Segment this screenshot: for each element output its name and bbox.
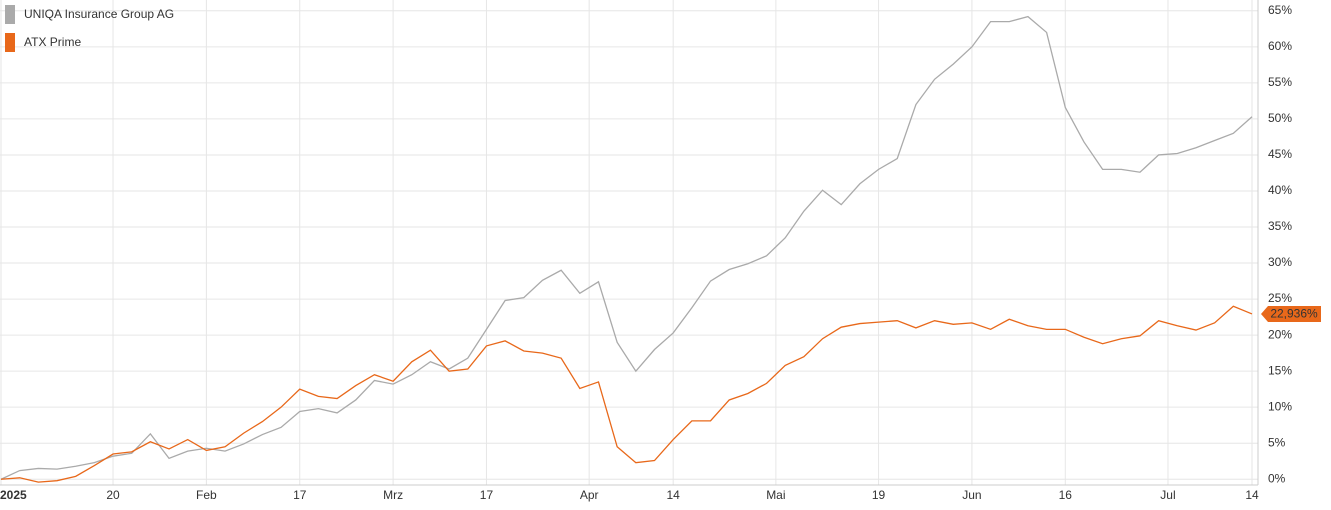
x-tick-label: 14	[666, 488, 680, 502]
y-tick-label: 15%	[1268, 363, 1292, 377]
y-tick-label: 10%	[1268, 399, 1292, 413]
legend-swatch	[5, 5, 15, 24]
y-tick-label: 25%	[1268, 291, 1292, 305]
x-tick-label: 17	[293, 488, 307, 502]
x-tick-label: Mai	[766, 488, 785, 502]
y-tick-label: 5%	[1268, 435, 1286, 449]
y-tick-label: 55%	[1268, 75, 1292, 89]
x-tick-label: Apr	[580, 488, 599, 502]
value-tag-label: 22,936%	[1270, 307, 1318, 321]
x-tick-label: Mrz	[383, 488, 403, 502]
y-tick-label: 20%	[1268, 327, 1292, 341]
x-tick-label: 14	[1245, 488, 1259, 502]
value-tag	[1261, 305, 1321, 322]
legend-swatch	[5, 33, 15, 52]
x-tick-label: 19	[872, 488, 886, 502]
x-tick-label: Jun	[962, 488, 981, 502]
x-tick-label: Jul	[1160, 488, 1175, 502]
y-tick-label: 35%	[1268, 219, 1292, 233]
legend-label: UNIQA Insurance Group AG	[24, 7, 174, 21]
y-tick-label: 60%	[1268, 39, 1292, 53]
line-series	[0, 305, 1253, 483]
y-tick-label: 0%	[1268, 471, 1286, 485]
x-tick-label: 16	[1059, 488, 1073, 502]
x-tick-label: 2025	[0, 488, 27, 502]
x-tick-label: Feb	[196, 488, 217, 502]
x-tick-label: 17	[480, 488, 494, 502]
y-tick-label: 40%	[1268, 183, 1292, 197]
legend-label: ATX Prime	[24, 35, 81, 49]
y-tick-label: 30%	[1268, 255, 1292, 269]
y-tick-label: 65%	[1268, 3, 1292, 17]
y-tick-label: 45%	[1268, 147, 1292, 161]
x-tick-label: 20	[106, 488, 120, 502]
y-tick-label: 50%	[1268, 111, 1292, 125]
line-series	[0, 15, 1253, 480]
